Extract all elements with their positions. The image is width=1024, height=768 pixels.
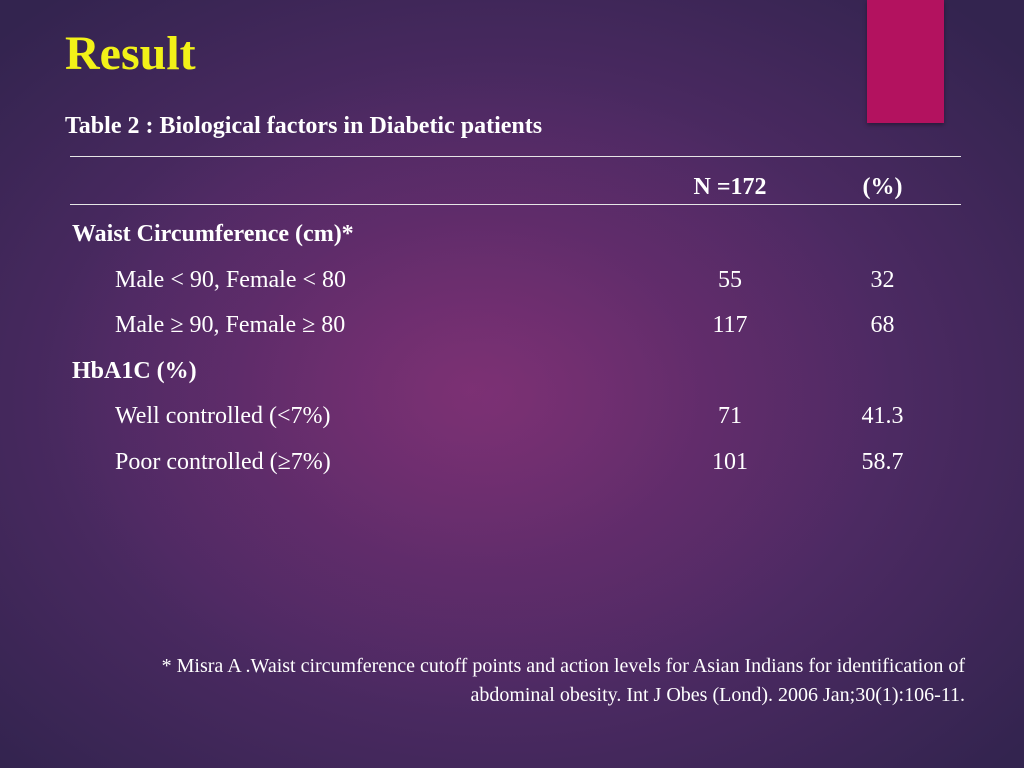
row-label: Male < 90, Female < 80 <box>115 267 347 293</box>
row-value-percent: 32 <box>870 267 895 293</box>
reference-footnote: * Misra A .Waist circumference cutoff po… <box>40 652 965 710</box>
row-label: Male ≥ 90, Female ≥ 80 <box>115 312 346 338</box>
row-value-percent: 58.7 <box>861 449 904 475</box>
row-label: Well controlled (<7%) <box>115 403 331 429</box>
table-row: Male < 90, Female < 80 55 32 <box>0 267 1024 303</box>
slide-title: Result <box>65 27 196 80</box>
row-value-n: 55 <box>718 267 742 293</box>
table-row-group-waist: Waist Circumference (cm)* <box>0 221 1024 257</box>
row-value-n: 117 <box>712 312 748 338</box>
row-label: Poor controlled (≥7%) <box>115 449 331 475</box>
table-row: Male ≥ 90, Female ≥ 80 117 68 <box>0 312 1024 348</box>
column-header-percent: (%) <box>862 174 903 200</box>
table-row: Poor controlled (≥7%) 101 58.7 <box>0 449 1024 485</box>
row-value-n: 71 <box>718 403 742 429</box>
row-value-percent: 41.3 <box>861 403 904 429</box>
row-label: HbA1C (%) <box>72 358 197 384</box>
table-header-rule <box>70 204 961 205</box>
row-value-percent: 68 <box>870 312 895 338</box>
column-header-n: N =172 <box>693 174 767 200</box>
table-caption: Table 2 : Biological factors in Diabetic… <box>65 113 543 139</box>
footnote-line-1: * Misra A .Waist circumference cutoff po… <box>161 655 965 677</box>
accent-bar <box>867 0 944 123</box>
table-row-group-hba1c: HbA1C (%) <box>0 358 1024 394</box>
row-label: Waist Circumference (cm)* <box>72 221 354 247</box>
row-value-n: 101 <box>712 449 748 475</box>
table-top-rule <box>70 156 961 157</box>
table-row: Well controlled (<7%) 71 41.3 <box>0 403 1024 439</box>
footnote-line-2: abdominal obesity. Int J Obes (Lond). 20… <box>470 684 965 706</box>
